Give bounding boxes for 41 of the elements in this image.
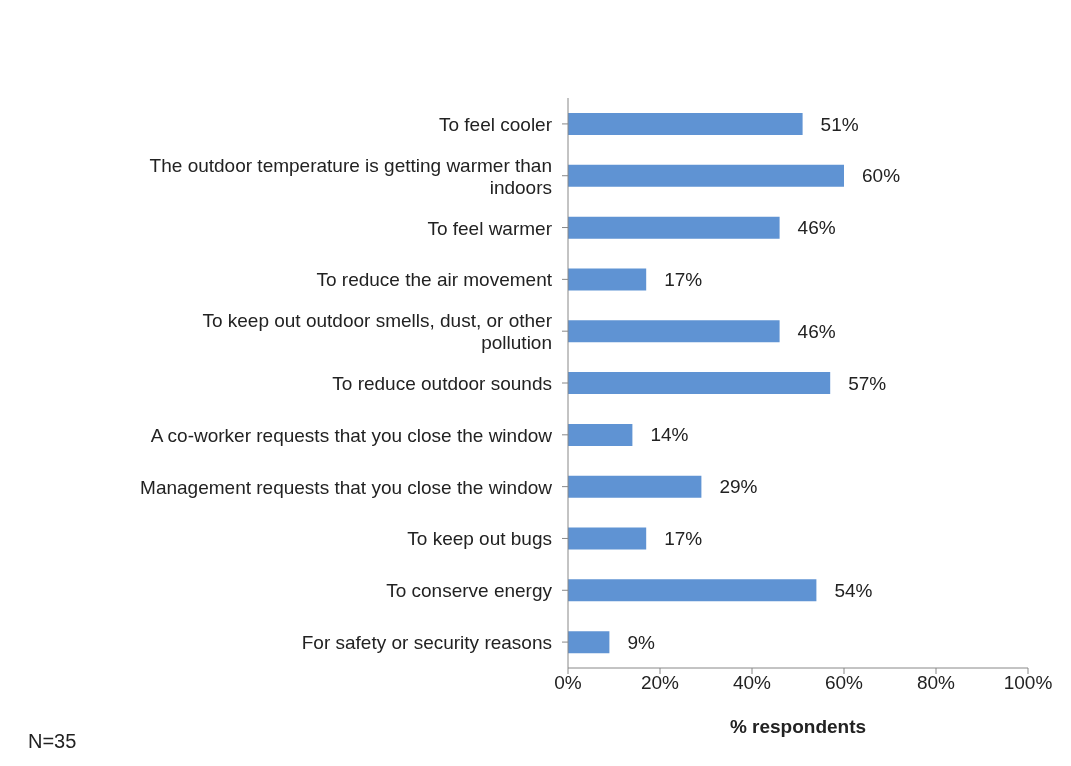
bar: [568, 268, 647, 291]
y-tick-label: To reduce the air movement: [316, 268, 553, 290]
data-label: 17%: [664, 268, 703, 290]
data-label: 51%: [820, 113, 859, 135]
data-label: 29%: [719, 476, 758, 498]
data-label: 46%: [797, 217, 836, 239]
x-tick-label: 40%: [732, 672, 772, 694]
y-tick-label: For safety or security reasons: [301, 631, 552, 653]
y-tick-label: A co-worker requests that you close the window: [150, 424, 553, 446]
bar: [568, 372, 831, 395]
y-tick-label: To keep out bugs: [407, 527, 552, 549]
data-label: 57%: [848, 372, 887, 394]
bar: [568, 320, 780, 343]
x-tick-label: 80%: [916, 672, 956, 694]
y-tick-label: To feel warmer: [427, 217, 553, 239]
bar: [568, 216, 780, 239]
y-tick-label: To conserve energy: [386, 579, 553, 601]
x-tick-label: 0%: [554, 672, 582, 694]
bar: [568, 475, 702, 498]
data-label: 54%: [834, 579, 873, 601]
y-tick-label: To keep out outdoor smells, dust, or other pollution: [202, 309, 553, 353]
bar: [568, 164, 844, 187]
y-tick-label: The outdoor temperature is getting warmer than indoors: [149, 154, 552, 198]
data-label: 14%: [650, 424, 689, 446]
bar: [568, 527, 647, 550]
y-tick-label: To reduce outdoor sounds: [332, 372, 552, 394]
bar: [568, 423, 633, 446]
x-tick-label: 20%: [640, 672, 680, 694]
data-label: 9%: [627, 631, 655, 653]
x-axis-title: % respondents: [729, 716, 867, 737]
bar: [568, 579, 817, 602]
x-tick-label: 100%: [1003, 672, 1053, 694]
data-label: 46%: [797, 320, 836, 342]
y-tick-label: Management requests that you close the window: [140, 476, 553, 498]
data-label: 60%: [862, 165, 901, 187]
text: N=35: [28, 730, 77, 753]
y-tick-label: To feel cooler: [438, 113, 553, 135]
x-tick-label: 60%: [824, 672, 864, 694]
data-label: 17%: [664, 528, 703, 550]
bar: [568, 631, 610, 654]
bar: [568, 113, 803, 135]
